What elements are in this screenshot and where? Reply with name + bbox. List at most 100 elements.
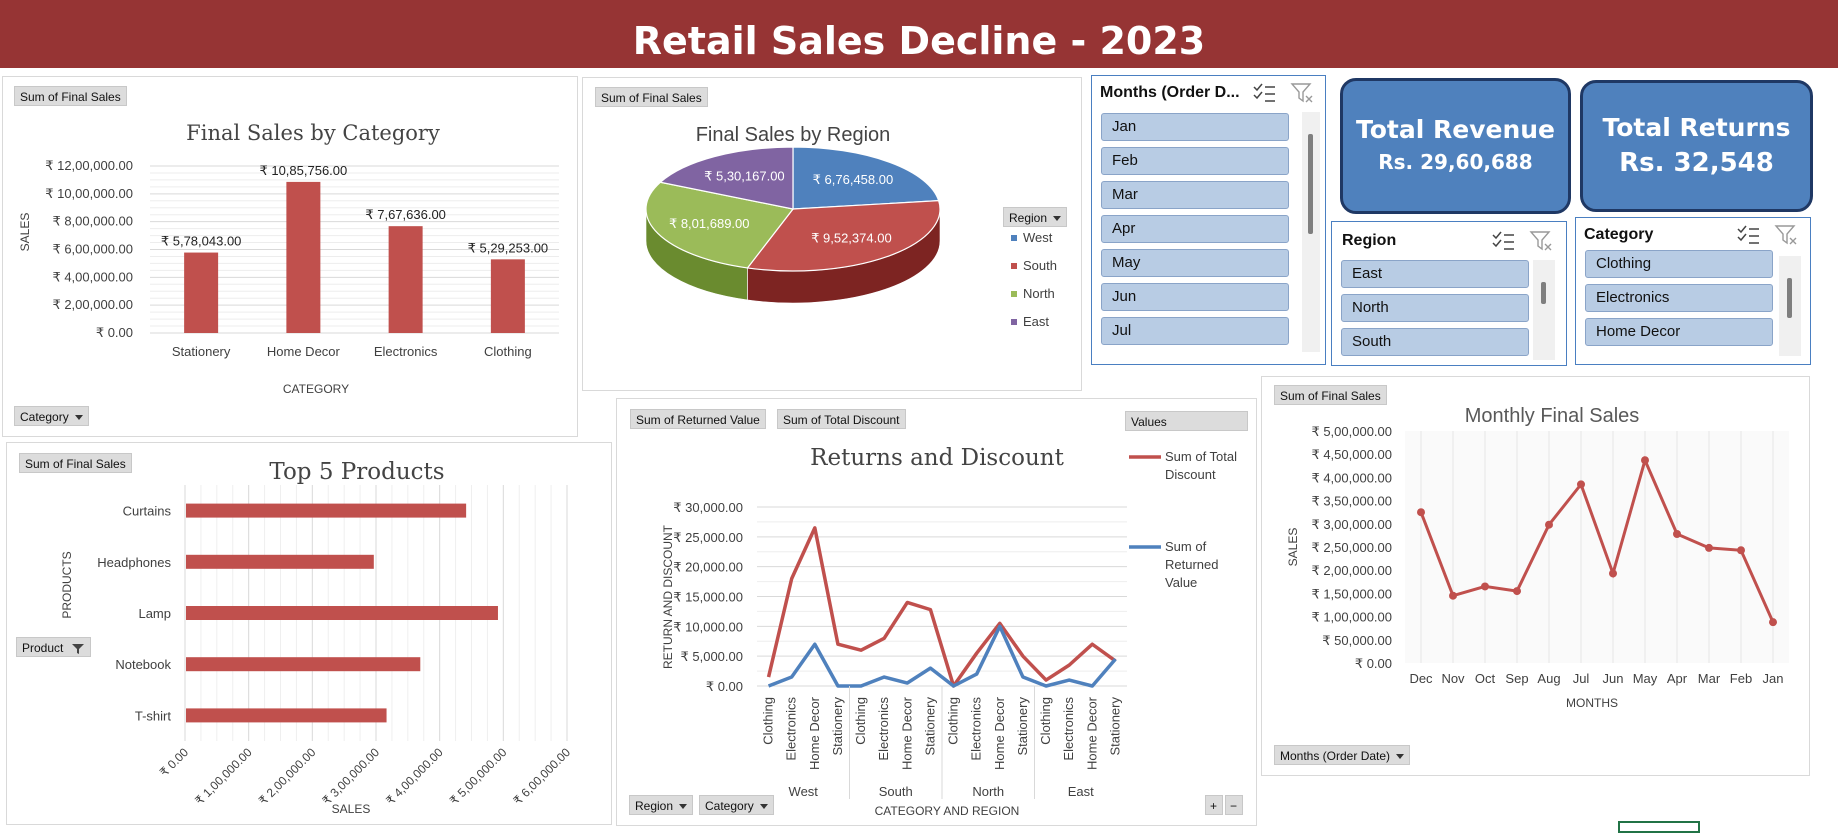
pie-data-label: ₹ 8,01,689.00 xyxy=(669,216,750,231)
bar-notebook xyxy=(186,657,421,672)
slicer-item-feb[interactable]: Feb xyxy=(1101,147,1289,175)
total-returns-value: Rs. 32,548 xyxy=(1619,148,1774,178)
y-tick-label: Lamp xyxy=(138,606,171,621)
x-group-label: East xyxy=(1068,784,1094,799)
y-tick-label: ₹ 1,50,000.00 xyxy=(1311,586,1392,601)
x-axis-title: MONTHS xyxy=(1566,696,1618,710)
months-filter-button[interactable]: Months (Order Date) xyxy=(1274,745,1411,765)
slicer-item-home-decor[interactable]: Home Decor xyxy=(1585,318,1773,346)
y-tick-label: ₹ 20,000.00 xyxy=(673,560,743,575)
y-tick-label: ₹ 0.00 xyxy=(96,325,133,340)
x-tick-label: Clothing xyxy=(853,697,868,745)
total-discount-field-button[interactable]: Sum of Total Discount xyxy=(777,409,906,429)
clear-filter-icon[interactable] xyxy=(1774,224,1798,246)
x-tick-label: Stationery xyxy=(922,697,937,756)
monthly-field-button[interactable]: Sum of Final Sales xyxy=(1274,385,1387,405)
multi-select-icon[interactable] xyxy=(1252,82,1276,104)
monthly-chart-panel: Sum of Final Sales Monthly Final Sales D… xyxy=(1261,376,1810,776)
legend-label: North xyxy=(1023,286,1055,301)
slicer-item-east[interactable]: East xyxy=(1341,260,1529,288)
y-axis-title: RETURN AND DISCOUNT xyxy=(661,524,675,669)
returned-value-field-button[interactable]: Sum of Returned Value xyxy=(630,409,766,429)
x-tick-label: Aug xyxy=(1537,671,1560,686)
slicer-item-may[interactable]: May xyxy=(1101,249,1289,277)
y-tick-label: ₹ 12,00,000.00 xyxy=(45,158,133,173)
category-bar-chart: ₹ 0.00 ₹ 2,00,000.00 ₹ 4,00,000.00 ₹ 6,00,0… xyxy=(18,158,559,396)
product-filter-button[interactable]: Product xyxy=(16,637,92,657)
slicer-item-south[interactable]: South xyxy=(1341,328,1529,356)
months-slicer-scroll-thumb[interactable] xyxy=(1308,134,1313,234)
clear-filter-icon[interactable] xyxy=(1290,82,1314,104)
expand-button[interactable]: + xyxy=(1205,795,1223,815)
region-slicer-scrollbar[interactable] xyxy=(1533,260,1555,360)
multi-select-icon[interactable] xyxy=(1491,230,1515,252)
top5-chart-title: Top 5 Products xyxy=(269,459,445,485)
returns-region-filter-button[interactable]: Region xyxy=(629,795,694,815)
legend-swatch-east xyxy=(1011,319,1017,325)
category-filter-button[interactable]: Category xyxy=(14,406,89,426)
category-slicer-scroll-thumb[interactable] xyxy=(1787,278,1792,318)
region-chart-title: Final Sales by Region xyxy=(695,124,891,146)
x-tick-label: Electronics xyxy=(876,697,891,761)
y-axis-title: SALES xyxy=(1286,528,1300,567)
x-tick-label: Oct xyxy=(1475,671,1496,686)
months-slicer-scrollbar[interactable] xyxy=(1302,112,1320,352)
returns-category-filter-label: Category xyxy=(705,799,754,813)
bar-headphones xyxy=(186,554,374,569)
x-tick-label: Home Decor xyxy=(1084,696,1099,770)
values-legend-button[interactable]: Values xyxy=(1125,411,1248,431)
collapse-button[interactable]: − xyxy=(1225,795,1243,815)
dropdown-arrow-icon xyxy=(759,804,768,810)
pie-data-label: ₹ 5,30,167.00 xyxy=(704,168,785,183)
dropdown-arrow-icon xyxy=(1053,216,1062,222)
returns-category-filter-button[interactable]: Category xyxy=(699,795,774,815)
bar-home-decor xyxy=(286,181,321,333)
x-tick-label: ₹ 4,00,000.00 xyxy=(383,745,446,808)
bar-lamp xyxy=(186,606,498,620)
y-tick-label: ₹ 0.00 xyxy=(706,679,743,694)
total-revenue-value: Rs. 29,60,688 xyxy=(1378,150,1533,174)
region-slicer: Region East North South xyxy=(1331,221,1567,366)
months-slicer-title: Months (Order D... xyxy=(1100,84,1240,101)
y-tick-label: ₹ 6,00,000.00 xyxy=(52,242,133,257)
slicer-item-jul[interactable]: Jul xyxy=(1101,317,1289,345)
data-point-may xyxy=(1641,456,1649,465)
region-legend-button[interactable]: Region xyxy=(1003,207,1068,227)
multi-select-icon[interactable] xyxy=(1736,224,1760,246)
returns-line-chart: ₹ 0.00 ₹ 5,000.00 ₹ 10,000.00 ₹ 15,000.00 ₹ … xyxy=(661,449,1237,818)
x-tick-label: ₹ 6,00,000.00 xyxy=(511,745,574,808)
slicer-item-jan[interactable]: Jan xyxy=(1101,113,1289,141)
x-tick-label: May xyxy=(1633,671,1658,686)
x-tick-label: Jul xyxy=(1573,671,1590,686)
top5-field-button[interactable]: Sum of Final Sales xyxy=(19,453,132,473)
total-revenue-label: Total Revenue xyxy=(1355,115,1555,144)
slicer-item-apr[interactable]: Apr xyxy=(1101,215,1289,243)
legend-label: Sum of Total Discount xyxy=(1165,449,1237,482)
slicer-item-north[interactable]: North xyxy=(1341,294,1529,322)
data-label: ₹ 5,29,253.00 xyxy=(468,240,549,255)
returns-chart-title: Returns and Discount xyxy=(810,445,1064,471)
region-slicer-scroll-thumb[interactable] xyxy=(1541,282,1546,304)
legend-label: West xyxy=(1023,230,1053,245)
y-tick-label: ₹ 4,50,000.00 xyxy=(1311,447,1392,462)
slicer-item-mar[interactable]: Mar xyxy=(1101,181,1289,209)
bar-curtains xyxy=(186,503,467,518)
slicer-item-electronics[interactable]: Electronics xyxy=(1585,284,1773,312)
legend-label: Sum of Returned Value xyxy=(1165,539,1218,590)
category-field-button[interactable]: Sum of Final Sales xyxy=(14,86,127,106)
region-field-button[interactable]: Sum of Final Sales xyxy=(595,87,708,107)
y-tick-label: ₹ 10,00,000.00 xyxy=(45,186,133,201)
y-tick-label: Curtains xyxy=(123,504,172,519)
clear-filter-icon[interactable] xyxy=(1529,230,1553,252)
y-tick-label: ₹ 8,00,000.00 xyxy=(52,214,133,229)
category-slicer: Category Clothing Electronics Home Decor xyxy=(1575,217,1811,365)
data-point-mar xyxy=(1705,543,1713,552)
y-tick-label: ₹ 3,00,000.00 xyxy=(1311,517,1392,532)
slicer-item-jun[interactable]: Jun xyxy=(1101,283,1289,311)
data-point-nov xyxy=(1449,591,1457,600)
x-tick-label: Feb xyxy=(1730,671,1752,686)
slicer-item-clothing[interactable]: Clothing xyxy=(1585,250,1773,278)
category-slicer-scrollbar[interactable] xyxy=(1779,256,1801,356)
y-tick-label: ₹ 10,000.00 xyxy=(673,619,743,634)
data-label: ₹ 5,78,043.00 xyxy=(161,234,242,249)
